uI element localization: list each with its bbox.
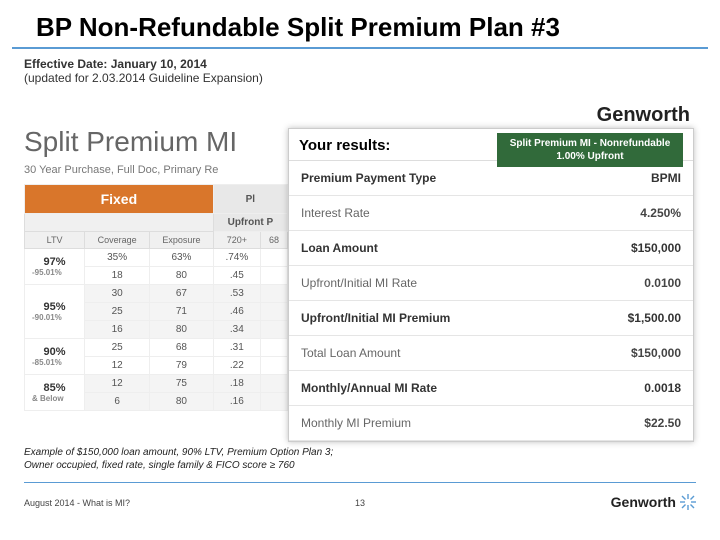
cell: 67 [150,285,214,303]
cell: .46 [213,303,260,321]
upfront-header: Upfront P [213,214,287,232]
res-value: 0.0018 [568,371,693,406]
effective-date-value: January 10, 2014 [111,57,207,71]
ltv-97-sub: -95.01% [28,268,81,277]
col-ltv: LTV [25,232,85,249]
example-caption: Example of $150,000 loan amount, 90% LTV… [24,446,524,472]
cell: 16 [85,321,150,339]
product-heading: Split Premium MI [24,126,237,158]
plan-header: Pl [213,185,287,214]
cell: .45 [213,267,260,285]
product-subheading: 30 Year Purchase, Full Doc, Primary Re [24,164,218,176]
ltv-95: 95% [44,301,66,313]
res-value: $22.50 [568,406,693,441]
res-label: Loan Amount [289,231,568,266]
ltv-90: 90% [44,346,66,358]
cell: .31 [213,339,260,357]
res-value: 4.250% [568,196,693,231]
brand-logo-top: Genworth [597,104,690,127]
cell [260,321,287,339]
badge-line1: Split Premium MI - Nonrefundable [505,137,675,150]
cell: 12 [85,357,150,375]
cell: 79 [150,357,214,375]
cell: .53 [213,285,260,303]
rate-table: Fixed Pl Upfront P LTV Coverage Exposure… [24,184,288,411]
footer-brand: Genworth [611,494,696,510]
cell: .74% [213,249,260,267]
results-header: Your results: Split Premium MI - Nonrefu… [289,129,693,161]
res-label: Interest Rate [289,196,568,231]
cell [260,357,287,375]
effective-date-block: Effective Date: January 10, 2014 (update… [0,49,720,85]
example-line1: Example of $150,000 loan amount, 90% LTV… [24,447,333,458]
ltv-95-sub: -90.01% [28,313,81,322]
effective-label: Effective Date: [24,57,107,71]
cell: 75 [150,375,214,393]
cell: 80 [150,321,214,339]
cell [260,285,287,303]
effective-update: (updated for 2.03.2014 Guideline Expansi… [24,71,263,85]
res-value: $150,000 [568,336,693,371]
cell: 71 [150,303,214,321]
burst-icon [680,494,696,510]
col-coverage: Coverage [85,232,150,249]
cell [260,375,287,393]
ltv-85-sub: & Below [28,394,81,403]
res-label: Upfront/Initial MI Premium [289,301,568,336]
cell: 18 [85,267,150,285]
cell: .16 [213,393,260,411]
res-label: Monthly/Annual MI Rate [289,371,568,406]
ltv-97: 97% [44,256,66,268]
res-value: $1,500.00 [568,301,693,336]
cell: 35% [85,249,150,267]
res-label: Upfront/Initial MI Rate [289,266,568,301]
cell [260,339,287,357]
col-exposure: Exposure [150,232,214,249]
cell [260,393,287,411]
cell: .34 [213,321,260,339]
res-label: Total Loan Amount [289,336,568,371]
footer-divider [24,482,696,483]
col-68: 68 [260,232,287,249]
fixed-header: Fixed [25,185,214,214]
cell: 80 [150,393,214,411]
cell: 12 [85,375,150,393]
slide-title: BP Non-Refundable Split Premium Plan #3 [12,0,708,49]
cell: 25 [85,339,150,357]
cell [260,249,287,267]
footer-left-text: August 2014 - What is MI? [24,498,130,508]
results-table: Premium Payment TypeBPMI Interest Rate4.… [289,161,693,441]
footer-brand-text: Genworth [611,494,676,510]
res-value: $150,000 [568,231,693,266]
badge-line2: 1.00% Upfront [505,150,675,163]
footer-page-number: 13 [355,498,365,508]
ltv-85: 85% [44,382,66,394]
cell: 63% [150,249,214,267]
cell: 6 [85,393,150,411]
res-value: 0.0100 [568,266,693,301]
cell: .18 [213,375,260,393]
cell: .22 [213,357,260,375]
cell: 25 [85,303,150,321]
results-panel: Your results: Split Premium MI - Nonrefu… [288,128,694,442]
cell: 80 [150,267,214,285]
example-line2: Owner occupied, fixed rate, single famil… [24,460,295,471]
col-720: 720+ [213,232,260,249]
cell: 30 [85,285,150,303]
cell [260,303,287,321]
res-label: Monthly MI Premium [289,406,568,441]
product-badge: Split Premium MI - Nonrefundable 1.00% U… [497,133,683,167]
cell: 68 [150,339,214,357]
cell [260,267,287,285]
results-title: Your results: [299,137,390,154]
ltv-90-sub: -85.01% [28,358,81,367]
